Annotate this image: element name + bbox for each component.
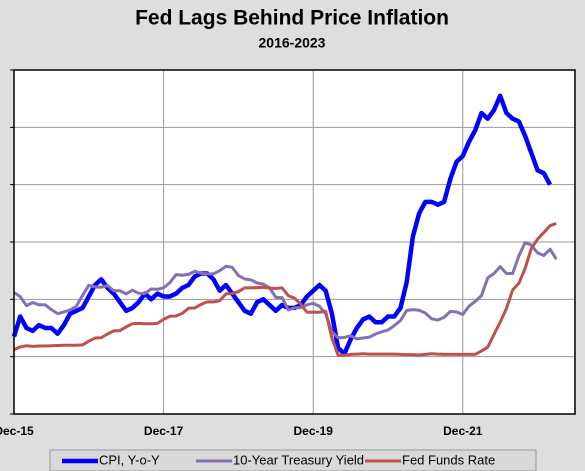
legend-items: CPI, Y-o-Y 10-Year Treasury Yield Fed Fund… <box>62 452 495 467</box>
legend <box>49 449 537 471</box>
lines <box>11 93 558 357</box>
legend-label: 10-Year Treasury Yield <box>233 452 364 467</box>
legend-label: CPI, Y-o-Y <box>99 452 160 467</box>
x-tick-label: Dec-15 <box>0 424 34 438</box>
legend-label: Fed Funds Rate <box>402 452 495 467</box>
series-line <box>13 221 557 357</box>
plot-border <box>13 69 576 415</box>
series-line <box>11 93 553 357</box>
x-tick-label: Dec-17 <box>144 424 184 438</box>
chart-subtitle: 2016-2023 <box>259 35 326 51</box>
chart-title: Fed Lags Behind Price Inflation <box>135 7 449 30</box>
x-tick-label: Dec-19 <box>294 424 334 438</box>
x-tick-label: Dec-21 <box>443 424 483 438</box>
series-line <box>13 241 558 341</box>
